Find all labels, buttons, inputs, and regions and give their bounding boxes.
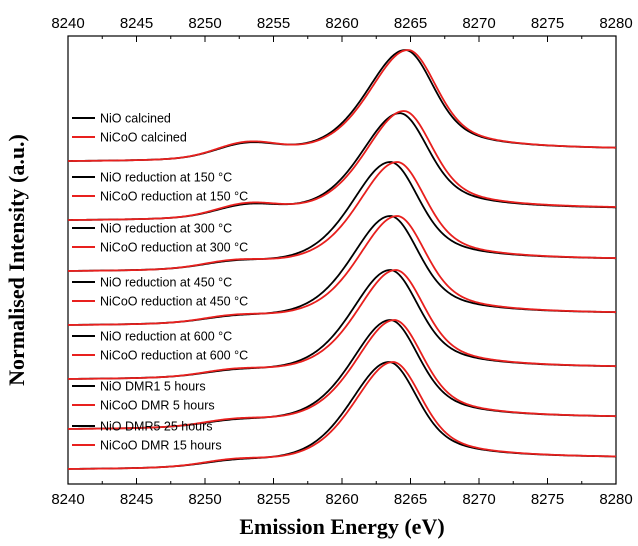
legend-label-0-1: NiCoO calcined [100, 131, 187, 145]
x-tick-label-top-5: 8265 [394, 15, 427, 32]
legend-label-4-0: NiO reduction at 600 °C [100, 330, 232, 344]
spectra-curves [67, 49, 617, 470]
legend-label-2-0: NiO reduction at 300 °C [100, 222, 232, 236]
legend-label-5-0: NiO DMR1 5 hours [100, 380, 206, 394]
legend-label-4-1: NiCoO reduction at 600 °C [100, 349, 248, 363]
x-tick-label-top-2: 8250 [188, 15, 221, 32]
x-tick-label-top-8: 8280 [599, 15, 632, 32]
legend-label-6-1: NiCoO DMR 15 hours [100, 439, 222, 453]
x-tick-label-top-3: 8255 [257, 15, 290, 32]
legend-label-6-0: NiO DMR5 25 hours [100, 420, 213, 434]
series-line-5-1 [67, 319, 617, 430]
legend-label-1-1: NiCoO reduction at 150 °C [100, 190, 248, 204]
series-line-0-1 [67, 49, 617, 162]
x-tick-label-bottom-5: 8265 [394, 491, 427, 508]
legend: NiO calcined NiCoO calcined NiO reduction … [72, 112, 248, 453]
series-line-4-1 [67, 269, 617, 380]
legend-label-5-1: NiCoO DMR 5 hours [100, 399, 215, 413]
x-tick-label-top-1: 8245 [120, 15, 153, 32]
x-tick-label-bottom-3: 8255 [257, 491, 290, 508]
x-tick-label-bottom-4: 8260 [325, 491, 358, 508]
x-tick-label-bottom-7: 8275 [531, 491, 564, 508]
x-tick-label-bottom-8: 8280 [599, 491, 632, 508]
x-tick-label-top-7: 8275 [531, 15, 564, 32]
series-line-2-1 [67, 161, 617, 272]
legend-label-3-0: NiO reduction at 450 °C [100, 276, 232, 290]
x-tick-label-bottom-0: 8240 [51, 491, 84, 508]
y-axis-title: Normalised Intensity (a.u.) [4, 134, 29, 386]
x-tick-label-top-4: 8260 [325, 15, 358, 32]
x-axis-title: Emission Energy (eV) [239, 514, 444, 539]
x-tick-label-bottom-1: 8245 [120, 491, 153, 508]
x-tick-label-top-6: 8270 [462, 15, 495, 32]
x-tick-label-top-0: 8240 [51, 15, 84, 32]
legend-label-0-0: NiO calcined [100, 112, 171, 126]
legend-label-3-1: NiCoO reduction at 450 °C [100, 295, 248, 309]
series-line-1-1 [67, 110, 617, 221]
x-tick-label-bottom-2: 8250 [188, 491, 221, 508]
legend-label-2-1: NiCoO reduction at 300 °C [100, 241, 248, 255]
series-line-3-1 [67, 215, 617, 326]
plot-frame [67, 35, 617, 485]
series-line-6-1 [67, 361, 617, 470]
x-tick-label-bottom-6: 8270 [462, 491, 495, 508]
legend-label-1-0: NiO reduction at 150 °C [100, 171, 232, 185]
axis-ticks: 8240 8240 8245 8245 8250 8250 8255 8255 8260 8260… [51, 15, 632, 508]
